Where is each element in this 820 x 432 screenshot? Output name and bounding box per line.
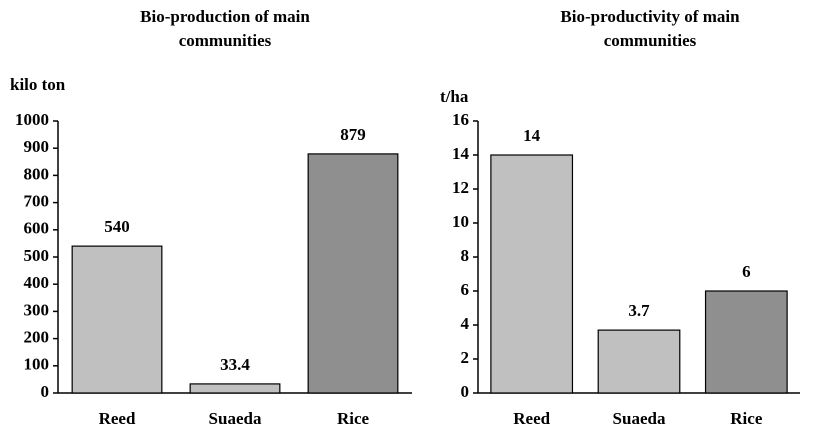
y-tick-label: 0 bbox=[461, 382, 470, 401]
y-tick-label: 100 bbox=[24, 355, 50, 374]
y-tick-label: 1000 bbox=[15, 110, 49, 129]
y-tick-label: 300 bbox=[24, 300, 50, 319]
y-tick-label: 6 bbox=[461, 280, 470, 299]
y-tick-label: 2 bbox=[461, 348, 470, 367]
data-label: 540 bbox=[104, 217, 130, 236]
data-label: 33.4 bbox=[220, 355, 250, 374]
y-tick-label: 500 bbox=[24, 246, 50, 265]
data-label: 14 bbox=[523, 126, 541, 145]
y-axis-label: kilo ton bbox=[10, 75, 66, 94]
x-tick-label: Rice bbox=[337, 409, 370, 428]
data-label: 6 bbox=[742, 262, 751, 281]
chart-title: communities bbox=[604, 31, 697, 50]
y-tick-label: 200 bbox=[24, 328, 50, 347]
bar bbox=[307, 153, 399, 394]
chart-title: communities bbox=[179, 31, 272, 50]
y-tick-label: 4 bbox=[461, 314, 470, 333]
data-label: 879 bbox=[340, 125, 366, 144]
chart-title: Bio-productivity of main bbox=[560, 7, 740, 26]
y-tick-label: 10 bbox=[452, 212, 469, 231]
y-tick-label: 600 bbox=[24, 219, 50, 238]
x-tick-label: Reed bbox=[513, 409, 550, 428]
y-tick-label: 8 bbox=[461, 246, 470, 265]
y-tick-label: 800 bbox=[24, 164, 50, 183]
y-tick-label: 0 bbox=[41, 382, 50, 401]
bar bbox=[704, 290, 788, 394]
y-tick-label: 12 bbox=[452, 178, 469, 197]
x-tick-label: Suaeda bbox=[209, 409, 262, 428]
y-tick-label: 400 bbox=[24, 273, 50, 292]
y-tick-label: 900 bbox=[24, 137, 50, 156]
chart-title: Bio-production of main bbox=[140, 7, 310, 26]
bar bbox=[490, 154, 574, 394]
bar bbox=[71, 245, 163, 394]
x-tick-label: Suaeda bbox=[613, 409, 666, 428]
x-tick-label: Reed bbox=[99, 409, 136, 428]
y-tick-label: 700 bbox=[24, 192, 50, 211]
y-tick-label: 16 bbox=[452, 110, 469, 129]
data-label: 3.7 bbox=[628, 301, 650, 320]
bar bbox=[189, 383, 281, 394]
y-tick-label: 14 bbox=[452, 144, 470, 163]
bar bbox=[597, 329, 681, 394]
x-tick-label: Rice bbox=[730, 409, 763, 428]
y-axis-label: t/ha bbox=[440, 87, 469, 106]
